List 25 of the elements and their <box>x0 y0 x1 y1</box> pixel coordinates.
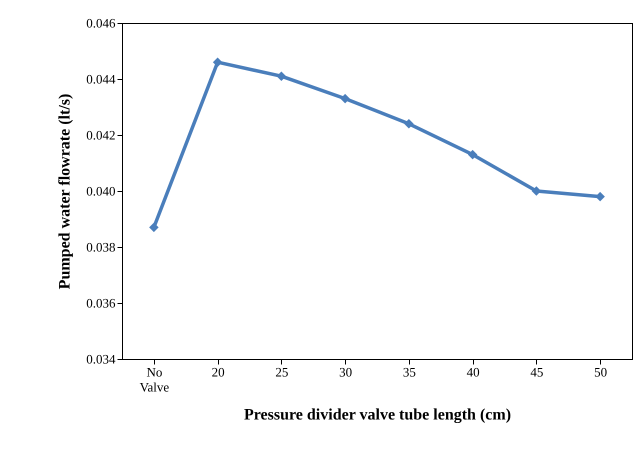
x-tick-label: 45 <box>530 364 544 380</box>
x-tick-label: 25 <box>275 364 288 380</box>
y-tick-label: 0.038 <box>86 240 116 254</box>
x-tick-label: 50 <box>594 364 608 380</box>
y-tick-label: 0.044 <box>86 72 116 86</box>
x-axis-title: Pressure divider valve tube length (cm) <box>244 406 512 424</box>
x-tick-label: 40 <box>466 364 480 380</box>
x-tick-label: No Valve <box>140 364 170 394</box>
point <box>212 57 222 67</box>
point <box>149 222 159 232</box>
y-tick-label: 0.034 <box>86 352 116 366</box>
y-tick-label: 0.040 <box>86 184 116 198</box>
point <box>404 119 414 129</box>
x-tick-label: 35 <box>402 364 416 380</box>
point <box>532 186 542 196</box>
y-axis-title: Pumped water flowrate (lt/s) <box>56 94 74 290</box>
point <box>276 71 286 81</box>
x-tick-label: 30 <box>339 364 352 380</box>
point <box>595 192 605 202</box>
y-tick-label: 0.042 <box>86 128 116 142</box>
y-tick-label: 0.036 <box>86 296 116 310</box>
point <box>468 150 478 160</box>
point <box>340 94 350 104</box>
y-tick-label: 0.046 <box>86 16 116 30</box>
x-tick-label: 20 <box>212 364 225 380</box>
